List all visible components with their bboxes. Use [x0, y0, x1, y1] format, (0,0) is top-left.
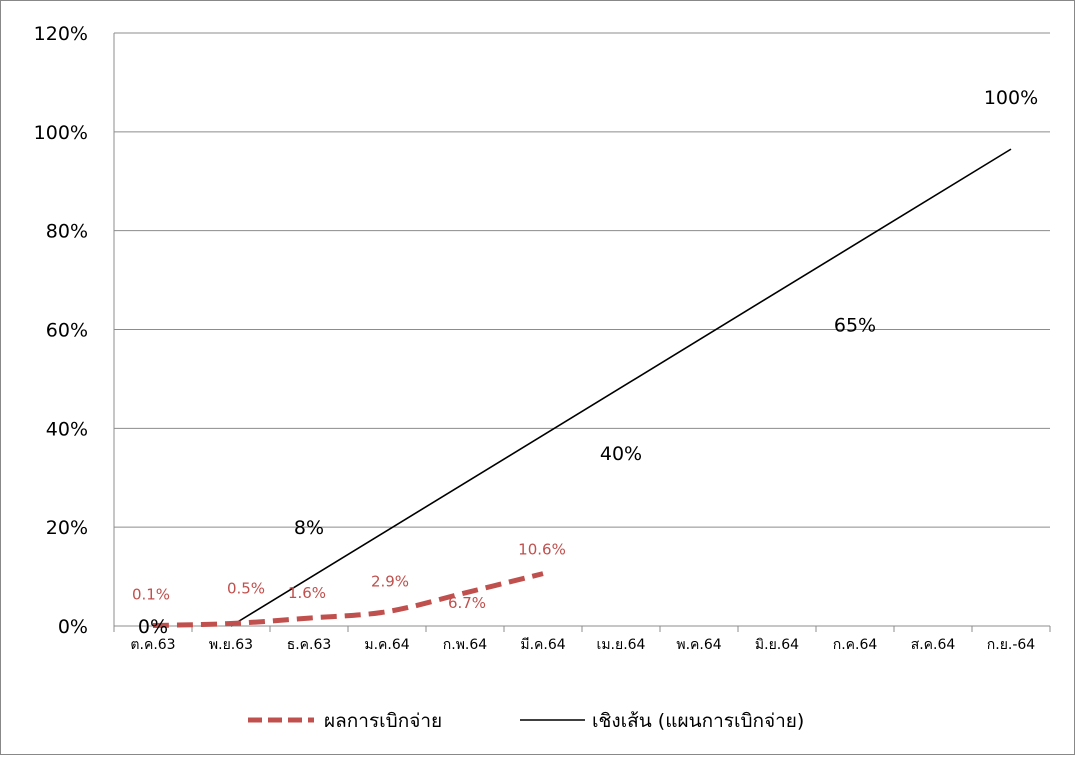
y-tick-label: 20% — [46, 517, 88, 539]
actual-disbursement-line — [152, 571, 544, 629]
y-tick-label: 100% — [34, 122, 88, 144]
actual-data-label: 2.9% — [371, 573, 409, 591]
y-tick-label: 0% — [58, 616, 88, 638]
x-tick-label: ต.ค.63 — [130, 637, 175, 653]
actual-data-label: 0.5% — [227, 580, 265, 598]
plan-data-label: 100% — [984, 87, 1038, 109]
actual-data-label: 10.6% — [518, 541, 566, 559]
plan-data-label: 40% — [600, 443, 642, 465]
data-labels: 0.1% 0.5% 1.6% 2.9% 6.7% 10.6% 0% 8% 40% 65% 100% — [132, 87, 1038, 638]
plan-trend-line — [230, 148, 1012, 627]
x-tick-label: ม.ค.64 — [364, 637, 409, 653]
legend-label-plan: เชิงเส้น (แผนการเบิกจ่าย) — [592, 710, 804, 732]
plan-data-label: 0% — [138, 616, 168, 638]
axes: 0% 20% 40% 60% 80% 100% 120% ต.ค.63 พ.ย.63 ธ.ค.63… — [34, 23, 1051, 653]
x-tick-label: มี.ค.64 — [520, 637, 565, 653]
series — [152, 148, 1012, 629]
actual-data-label: 1.6% — [288, 584, 326, 602]
x-tick-label: พ.ค.64 — [676, 637, 721, 653]
actual-data-label: 6.7% — [448, 594, 486, 612]
y-tick-label: 60% — [46, 320, 88, 342]
gridlines — [114, 32, 1050, 528]
legend-label-actual: ผลการเบิกจ่าย — [324, 710, 442, 732]
y-tick-label: 120% — [34, 23, 88, 45]
plan-data-label: 8% — [294, 517, 324, 539]
y-tick-label: 40% — [46, 418, 88, 440]
actual-data-label: 0.1% — [132, 586, 170, 604]
x-tick-label: เม.ย.64 — [597, 637, 646, 653]
plan-data-label: 65% — [834, 315, 876, 337]
x-tick-label: ก.ย.-64 — [987, 637, 1036, 653]
x-tick-label: พ.ย.63 — [209, 637, 253, 653]
x-tick-label: ก.ค.64 — [833, 637, 878, 653]
legend: ผลการเบิกจ่าย เชิงเส้น (แผนการเบิกจ่าย) — [248, 710, 804, 732]
y-tick-label: 80% — [46, 221, 88, 243]
x-tick-label: ธ.ค.63 — [287, 637, 332, 653]
x-tick-label: ส.ค.64 — [911, 637, 956, 653]
x-tick-label: ก.พ.64 — [443, 637, 488, 653]
x-tick-label: มิ.ย.64 — [755, 637, 799, 653]
